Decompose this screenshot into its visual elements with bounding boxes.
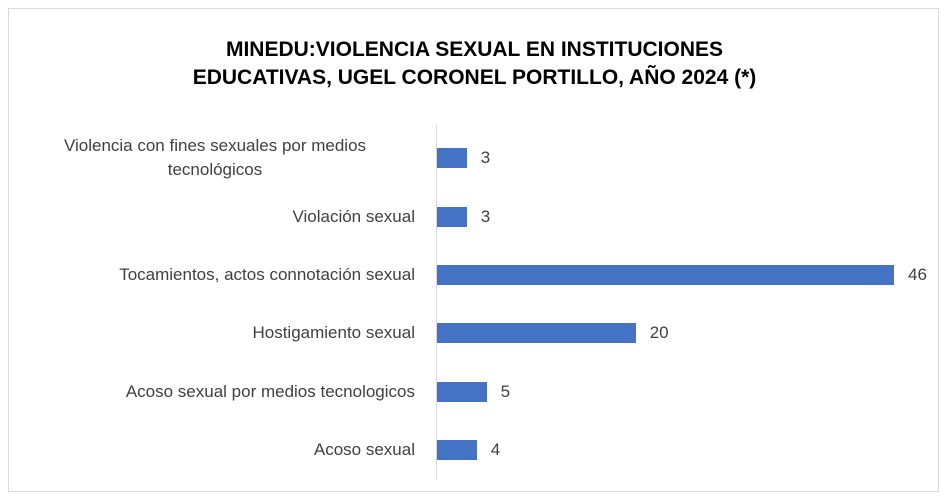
data-label: 4 [490, 440, 501, 460]
chart-title: MINEDU:VIOLENCIA SEXUAL EN INSTITUCIONES [225, 38, 724, 61]
data-label: 3 [480, 206, 491, 226]
bar [437, 206, 467, 227]
y-tick-label: Hostigamiento sexual [252, 323, 415, 343]
data-label: 5 [500, 381, 511, 401]
bar [437, 381, 487, 402]
y-tick-label: Tocamientos, actos connotación sexual [119, 265, 415, 284]
y-tick-label: Acoso sexual por medios tecnologicos [125, 381, 415, 401]
chart-frame [8, 8, 939, 492]
data-label: 46 [908, 265, 927, 284]
y-tick-label: Acoso sexual [313, 440, 415, 460]
y-tick-label: Violencia con fines sexuales por medios … [63, 136, 367, 180]
chart-title: EDUCATIVAS, UGEL CORONEL PORTILLO, AÑO 2… [192, 66, 757, 89]
bar [437, 265, 894, 285]
category-axis [436, 125, 437, 480]
data-label: 20 [649, 323, 669, 343]
bar [437, 323, 636, 344]
data-label: 3 [480, 148, 491, 168]
y-tick-label: Violación sexual [292, 206, 415, 226]
bar [437, 440, 477, 461]
bar [437, 148, 467, 169]
